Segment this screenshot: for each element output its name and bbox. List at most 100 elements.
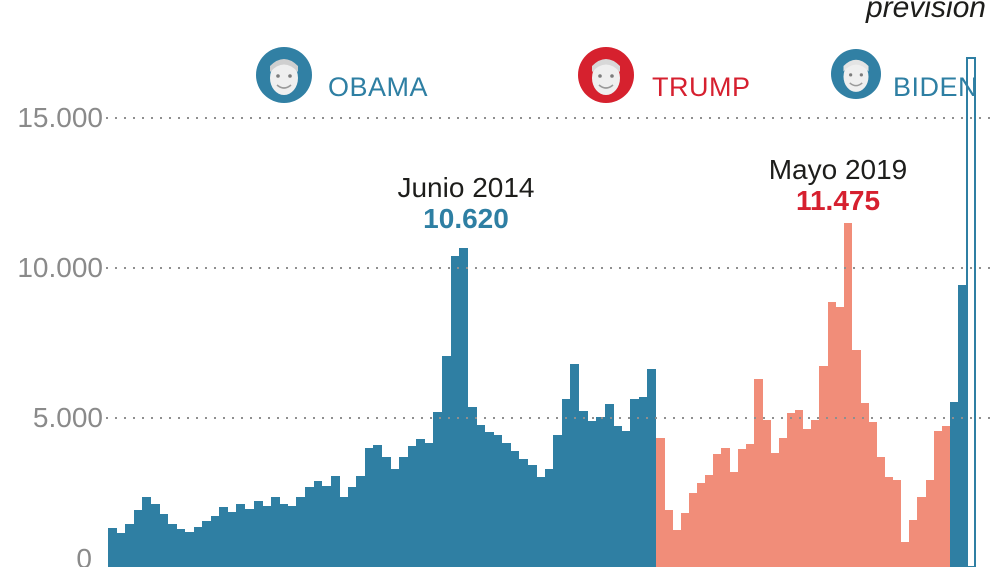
bar-obama-62 bbox=[638, 396, 648, 567]
bar-obama-43 bbox=[476, 425, 486, 567]
obama-label: OBAMA bbox=[328, 72, 429, 102]
bar-obama-30 bbox=[364, 447, 374, 567]
bar-trump-26 bbox=[868, 422, 877, 567]
bar-trump-21 bbox=[827, 301, 837, 567]
bar-obama-26 bbox=[330, 476, 340, 567]
bar-obama-0 bbox=[108, 528, 117, 567]
biden-face-icon bbox=[831, 49, 881, 99]
bar-trump-11 bbox=[745, 444, 755, 567]
bar-trump-30 bbox=[901, 542, 910, 567]
bar-obama-50 bbox=[536, 477, 546, 567]
bar-obama-36 bbox=[416, 438, 426, 567]
bar-trump-28 bbox=[884, 477, 894, 567]
bar-trump-7 bbox=[713, 453, 722, 567]
bar-obama-31 bbox=[373, 444, 383, 567]
bar-obama-23 bbox=[304, 486, 314, 567]
obama-avatar bbox=[256, 47, 312, 103]
bar-trump-32 bbox=[917, 497, 926, 567]
bar-trump-29 bbox=[892, 480, 902, 567]
bar-obama-29 bbox=[356, 476, 366, 567]
bar-obama-4 bbox=[142, 497, 152, 567]
bar-trump-19 bbox=[811, 420, 820, 567]
ytick-15000: 15.000 bbox=[17, 102, 103, 133]
bar-obama-60 bbox=[621, 431, 631, 567]
bar-obama-39 bbox=[441, 356, 451, 567]
trump-face-icon bbox=[578, 47, 634, 103]
gridline-10000 bbox=[106, 267, 992, 269]
bar-obama-19 bbox=[270, 497, 280, 567]
bar-trump-5 bbox=[696, 483, 706, 567]
bar-obama-41 bbox=[459, 248, 469, 567]
bar-obama-25 bbox=[322, 486, 332, 567]
bar-obama-52 bbox=[553, 435, 563, 567]
bar-obama-53 bbox=[561, 399, 571, 567]
bar-trump-0 bbox=[656, 438, 665, 567]
annotation-junio-2014-date: Junio 2014 bbox=[397, 172, 535, 203]
bar-trump-18 bbox=[803, 429, 812, 567]
bar-obama-1 bbox=[116, 532, 126, 567]
bar-obama-8 bbox=[176, 528, 186, 567]
bar-obama-44 bbox=[484, 432, 494, 567]
bar-trump-1 bbox=[664, 510, 673, 567]
gridline-5000 bbox=[106, 417, 992, 419]
bar-obama-6 bbox=[159, 513, 169, 567]
bar-trump-15 bbox=[778, 438, 788, 567]
bar-obama-2 bbox=[125, 523, 135, 567]
bar-obama-34 bbox=[399, 456, 409, 567]
bar-obama-58 bbox=[604, 404, 614, 567]
bar-trump-35 bbox=[941, 426, 951, 567]
prevision-label: previsión bbox=[865, 0, 986, 24]
bar-trump-17 bbox=[794, 410, 804, 567]
bar-trump-14 bbox=[770, 453, 779, 567]
annotation-mayo-2019-value: 11.475 bbox=[795, 185, 881, 216]
bar-obama-18 bbox=[262, 506, 272, 567]
bar-obama-3 bbox=[133, 510, 143, 567]
bar-trump-20 bbox=[819, 366, 828, 567]
bar-obama-21 bbox=[287, 506, 297, 567]
bar-trump-9 bbox=[729, 471, 739, 567]
bar-obama-17 bbox=[253, 501, 263, 567]
biden-label: BIDEN bbox=[893, 72, 979, 102]
bar-trump-16 bbox=[786, 413, 796, 567]
annotation-mayo-2019: Mayo 2019 11.475 bbox=[728, 154, 948, 216]
bar-obama-59 bbox=[613, 426, 623, 567]
bar-obama-51 bbox=[544, 468, 554, 567]
bar-obama-16 bbox=[245, 509, 254, 567]
bar-trump-3 bbox=[680, 513, 690, 567]
bar-trump-22 bbox=[835, 306, 845, 567]
bar-trump-33 bbox=[925, 480, 935, 567]
biden-avatar bbox=[831, 49, 881, 99]
bar-trump-12 bbox=[754, 378, 763, 567]
bar-obama-32 bbox=[382, 456, 391, 567]
bar-obama-63 bbox=[647, 369, 657, 567]
bar-obama-48 bbox=[519, 459, 528, 567]
trump-label: TRUMP bbox=[652, 72, 751, 102]
bar-obama-35 bbox=[407, 446, 417, 567]
bar-trump-10 bbox=[737, 449, 747, 567]
bar-obama-37 bbox=[424, 443, 434, 567]
bar-obama-28 bbox=[347, 486, 357, 567]
bar-obama-10 bbox=[193, 527, 203, 567]
bar-obama-24 bbox=[313, 480, 323, 567]
trump-avatar bbox=[578, 47, 634, 103]
bar-obama-57 bbox=[596, 417, 606, 567]
bar-obama-14 bbox=[227, 512, 237, 567]
bar-trump-31 bbox=[909, 519, 918, 567]
bar-obama-20 bbox=[279, 504, 289, 567]
bar-obama-40 bbox=[450, 255, 460, 567]
bar-trump-34 bbox=[933, 431, 943, 567]
gridline-15000 bbox=[106, 117, 992, 119]
bar-obama-56 bbox=[587, 420, 597, 567]
bar-biden-prevision-0 bbox=[966, 57, 976, 567]
bar-obama-7 bbox=[167, 524, 177, 567]
bar-trump-24 bbox=[852, 350, 861, 567]
bar-obama-45 bbox=[493, 435, 503, 567]
bar-trump-4 bbox=[688, 492, 698, 567]
bar-trump-13 bbox=[762, 420, 771, 567]
obama-face-icon bbox=[256, 47, 312, 103]
ytick-10000: 10.000 bbox=[17, 252, 103, 283]
bar-obama-33 bbox=[390, 468, 400, 567]
bar-obama-49 bbox=[527, 465, 537, 567]
